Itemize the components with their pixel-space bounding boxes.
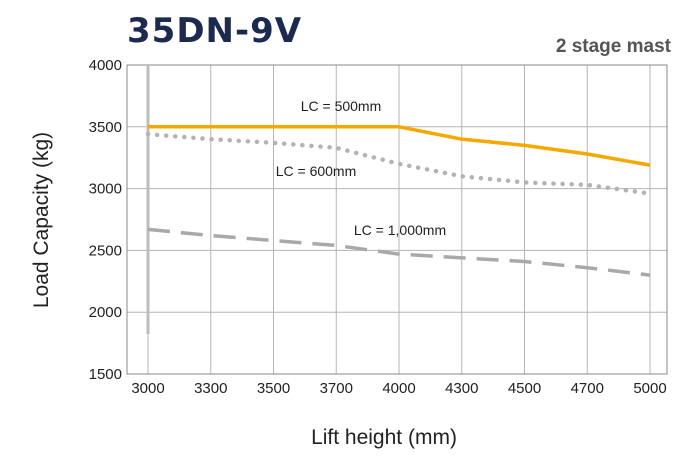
y-tick-label: 4000 — [89, 57, 122, 74]
y-tick-label: 3500 — [89, 119, 122, 136]
x-tick-label: 4700 — [571, 380, 604, 397]
y-tick-label: 3000 — [89, 181, 122, 198]
chart-title: 35DN-9V — [127, 11, 302, 51]
plot-area — [126, 64, 668, 375]
y-tick-label: 2500 — [89, 242, 122, 259]
x-tick-label: 4300 — [445, 380, 478, 397]
tick-labels: 1500 2000 2500 3000 3500 4000 3000 3300 3500 3700… — [89, 57, 667, 397]
grid-lines — [127, 64, 667, 375]
x-tick-label: 5000 — [633, 380, 666, 397]
y-tick-label: 2000 — [89, 304, 122, 321]
series-line-1 — [145, 131, 653, 196]
x-tick-label: 3000 — [131, 380, 164, 397]
y-tick-label: 1500 — [89, 366, 122, 383]
series-annotations: LC = 500mm LC = 600mm LC = 1,000mm — [276, 98, 446, 238]
x-tick-label: 3700 — [320, 380, 353, 397]
chart-subtitle: 2 stage mast — [556, 36, 672, 57]
series-label-0: LC = 500mm — [301, 98, 382, 114]
series-label-1: LC = 600mm — [276, 163, 357, 179]
x-tick-label: 4500 — [508, 380, 541, 397]
x-tick-label: 3500 — [257, 380, 290, 397]
x-tick-label: 4000 — [382, 380, 415, 397]
series-line-2 — [147, 227, 651, 277]
series-lines — [145, 125, 653, 277]
x-tick-label: 3300 — [194, 380, 227, 397]
y-axis-title: Load Capacity (kg) — [30, 132, 53, 308]
series-label-2: LC = 1,000mm — [354, 222, 446, 238]
x-axis-title: Lift height (mm) — [311, 426, 457, 449]
series-line-0 — [148, 125, 651, 167]
